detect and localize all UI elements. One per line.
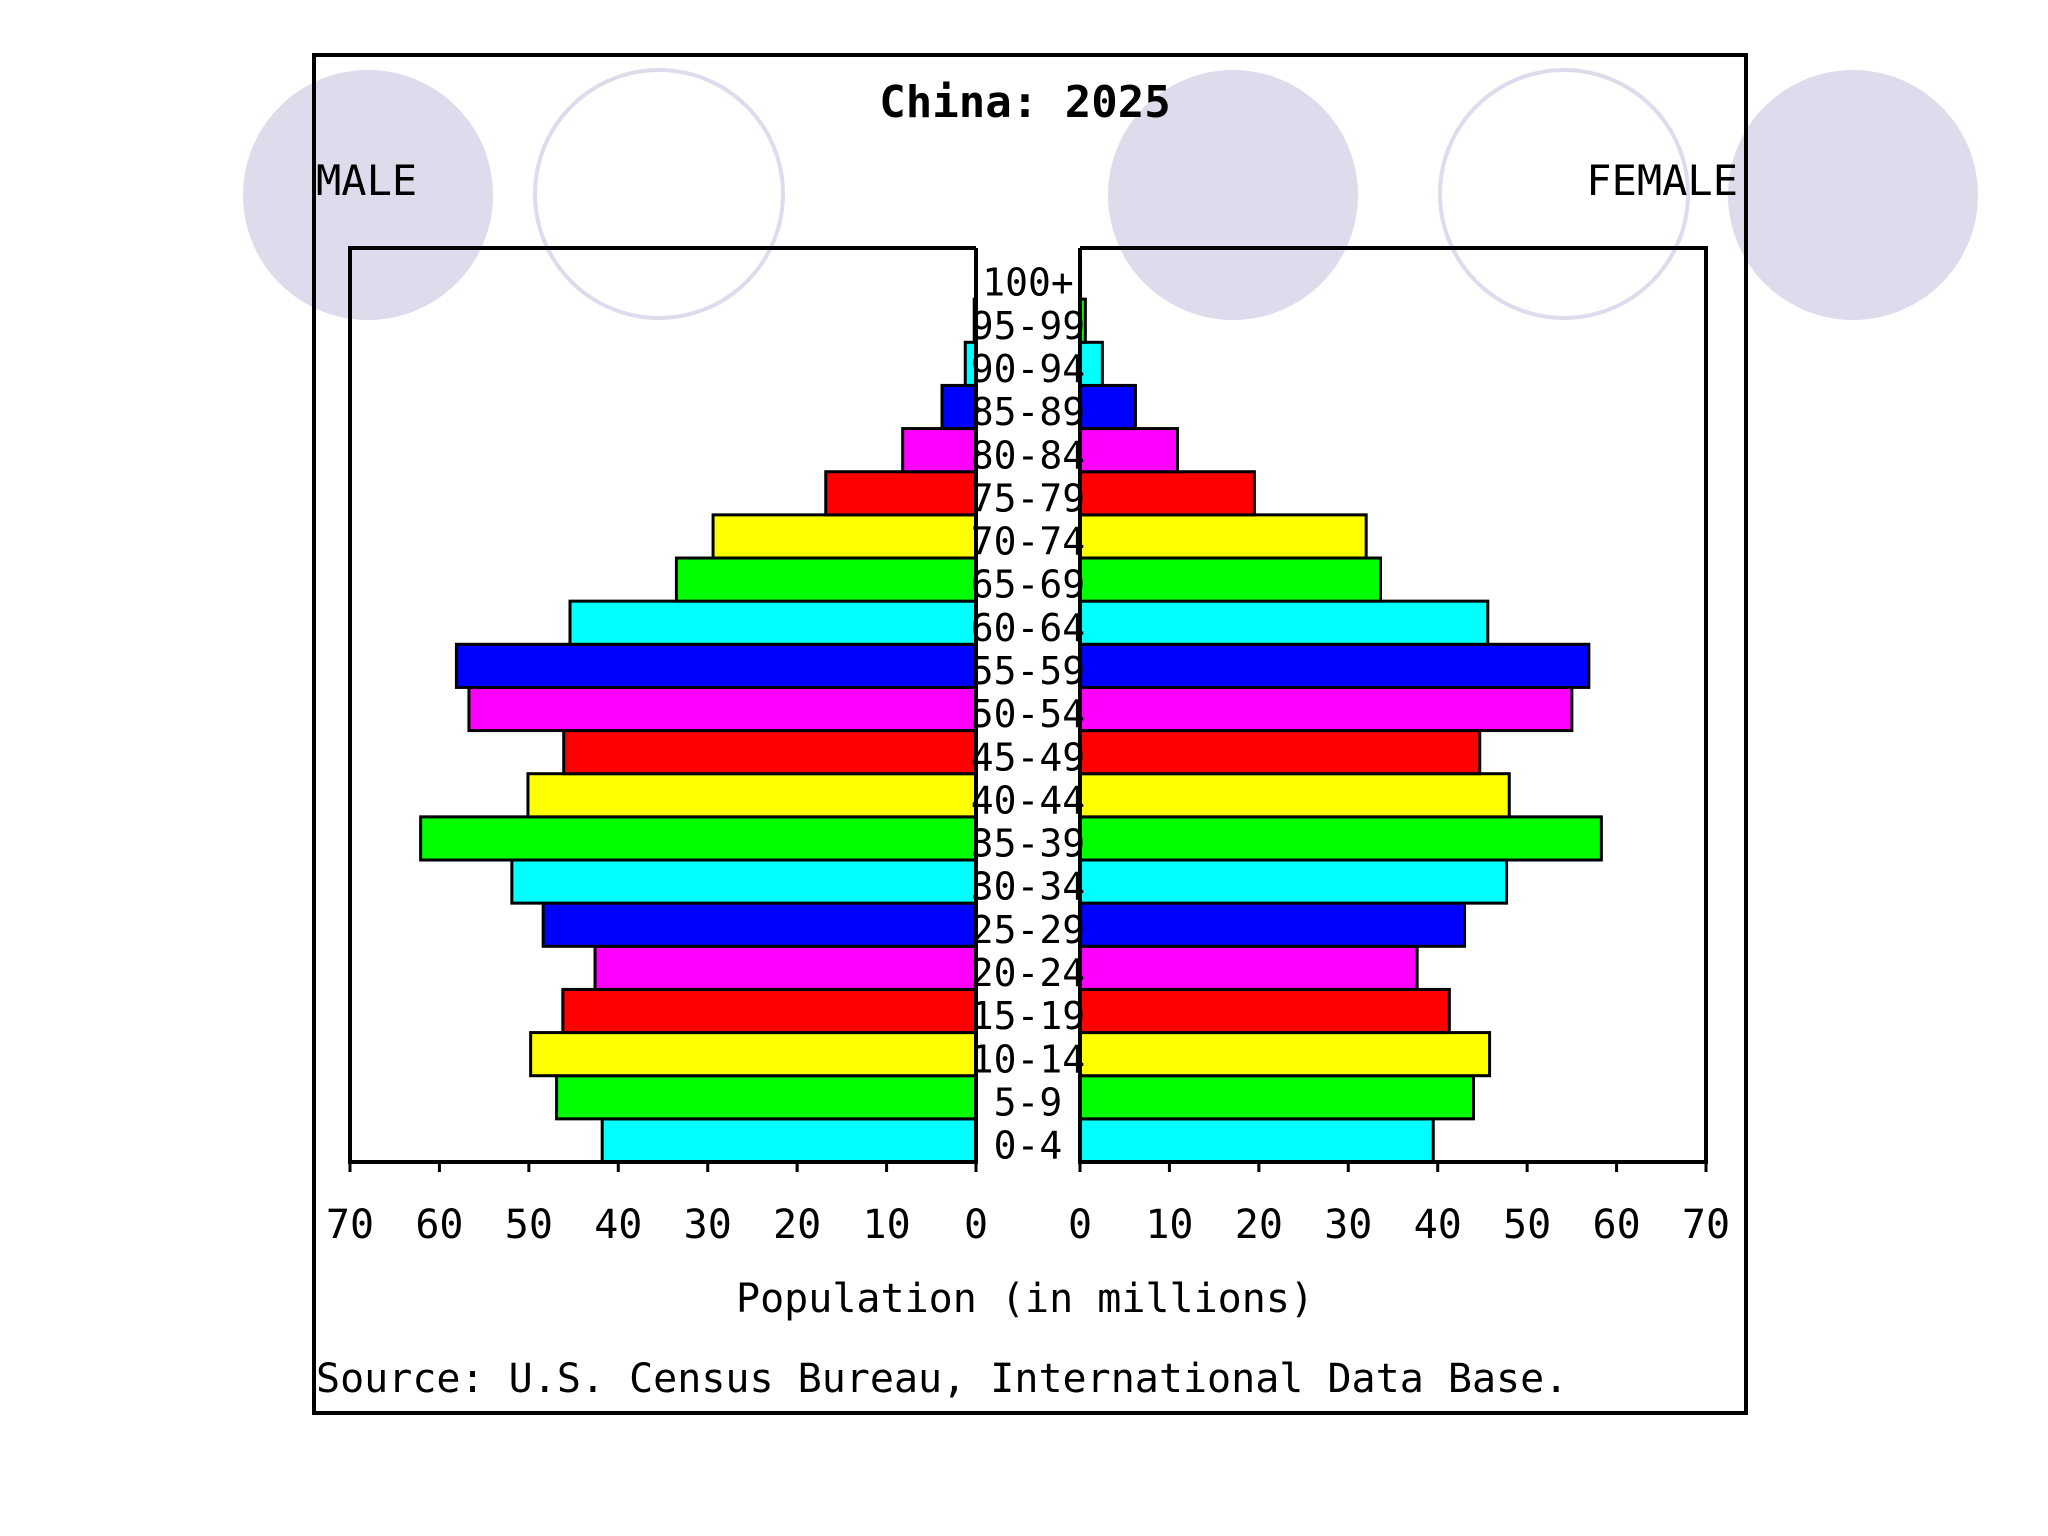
age-group-labels: 0-45-910-1415-1920-2425-2930-3435-3940-4… bbox=[971, 261, 1085, 1168]
male-tick-label-60: 60 bbox=[415, 1202, 463, 1248]
male-bar-50-54 bbox=[467, 685, 978, 733]
male-bar-75-79 bbox=[824, 470, 978, 517]
male-bar-30-34 bbox=[510, 858, 978, 905]
male-bar-5-9 bbox=[555, 1074, 978, 1121]
female-tick-label-30: 30 bbox=[1324, 1202, 1372, 1248]
male-bar-35-39 bbox=[419, 815, 978, 862]
age-label-50-54: 50-54 bbox=[971, 692, 1085, 736]
female-bar-35-39 bbox=[1078, 815, 1603, 862]
female-label: FEMALE bbox=[1586, 156, 1738, 205]
male-bars bbox=[419, 254, 978, 1164]
male-bar-15-19 bbox=[561, 987, 978, 1035]
male-bar-65-69 bbox=[674, 556, 978, 603]
female-bar-75-79 bbox=[1078, 470, 1256, 517]
female-tick-label-70: 70 bbox=[1682, 1202, 1730, 1248]
male-tick-label-10: 10 bbox=[862, 1202, 910, 1248]
age-label-100+: 100+ bbox=[982, 261, 1074, 305]
age-label-10-14: 10-14 bbox=[971, 1037, 1085, 1081]
male-bar-0-4 bbox=[600, 1117, 978, 1164]
female-bar-20-24 bbox=[1078, 944, 1419, 991]
male-bar-25-29 bbox=[541, 901, 978, 948]
age-label-60-64: 60-64 bbox=[971, 606, 1085, 650]
female-bar-30-34 bbox=[1078, 858, 1509, 905]
male-tick-label-40: 40 bbox=[594, 1202, 642, 1248]
female-tick-label-50: 50 bbox=[1503, 1202, 1551, 1248]
female-bar-55-59 bbox=[1078, 642, 1591, 689]
female-bar-40-44 bbox=[1078, 772, 1511, 819]
x-axis-ticks: 70 70 60 60 50 50 40 40 30 30 20 20 10 10 0 0 bbox=[326, 1162, 1730, 1248]
male-tick-label-0: 0 bbox=[964, 1202, 988, 1248]
age-label-30-34: 30-34 bbox=[971, 865, 1085, 909]
source-note: Source: U.S. Census Bureau, Internationa… bbox=[316, 1356, 1568, 1402]
age-label-40-44: 40-44 bbox=[971, 778, 1085, 822]
female-bar-15-19 bbox=[1078, 987, 1451, 1035]
age-label-55-59: 55-59 bbox=[971, 649, 1085, 693]
x-axis-label: Population (in millions) bbox=[736, 1276, 1314, 1322]
female-bar-50-54 bbox=[1078, 685, 1574, 733]
male-bar-45-49 bbox=[562, 729, 978, 776]
male-bar-20-24 bbox=[593, 944, 978, 991]
male-bar-70-74 bbox=[711, 513, 978, 560]
decorative-ring-2 bbox=[1438, 68, 1690, 320]
female-bar-70-74 bbox=[1078, 513, 1368, 560]
decorative-circle-3 bbox=[1728, 70, 1978, 320]
female-bar-25-29 bbox=[1078, 901, 1467, 948]
decorative-ring-1 bbox=[533, 68, 785, 320]
decorative-circle-1 bbox=[243, 70, 493, 320]
age-label-75-79: 75-79 bbox=[971, 476, 1085, 520]
age-label-15-19: 15-19 bbox=[971, 994, 1085, 1038]
male-tick-label-20: 20 bbox=[773, 1202, 821, 1248]
female-bar-60-64 bbox=[1078, 599, 1490, 646]
female-bar-65-69 bbox=[1078, 556, 1382, 603]
female-bar-10-14 bbox=[1078, 1031, 1492, 1078]
age-label-70-74: 70-74 bbox=[971, 520, 1085, 564]
male-bar-40-44 bbox=[526, 772, 978, 819]
female-tick-label-20: 20 bbox=[1235, 1202, 1283, 1248]
female-bar-0-4 bbox=[1078, 1117, 1435, 1164]
male-tick-label-70: 70 bbox=[326, 1202, 374, 1248]
age-label-35-39: 35-39 bbox=[971, 822, 1085, 866]
chart-frame bbox=[312, 53, 1748, 1415]
age-label-45-49: 45-49 bbox=[971, 735, 1085, 779]
male-tick-label-50: 50 bbox=[505, 1202, 553, 1248]
male-label: MALE bbox=[316, 156, 417, 205]
age-label-90-94: 90-94 bbox=[971, 347, 1085, 391]
female-bars bbox=[1078, 254, 1603, 1164]
female-bar-45-49 bbox=[1078, 729, 1482, 776]
age-label-25-29: 25-29 bbox=[971, 908, 1085, 952]
male-bar-55-59 bbox=[454, 642, 978, 689]
decorative-circle-2 bbox=[1108, 70, 1358, 320]
male-tick-label-30: 30 bbox=[684, 1202, 732, 1248]
male-bar-80-84 bbox=[901, 427, 978, 474]
female-bar-85-89 bbox=[1078, 383, 1137, 431]
female-bar-80-84 bbox=[1078, 427, 1179, 474]
chart-title: China: 2025 bbox=[879, 77, 1170, 128]
age-label-65-69: 65-69 bbox=[971, 563, 1085, 607]
male-bar-10-14 bbox=[529, 1031, 978, 1078]
female-bar-5-9 bbox=[1078, 1074, 1475, 1121]
age-label-5-9: 5-9 bbox=[994, 1080, 1063, 1124]
female-tick-label-40: 40 bbox=[1414, 1202, 1462, 1248]
age-label-80-84: 80-84 bbox=[971, 433, 1085, 477]
age-label-0-4: 0-4 bbox=[994, 1124, 1063, 1168]
male-bar-60-64 bbox=[568, 599, 978, 646]
female-tick-label-10: 10 bbox=[1145, 1202, 1193, 1248]
age-label-20-24: 20-24 bbox=[971, 951, 1085, 995]
female-tick-label-60: 60 bbox=[1592, 1202, 1640, 1248]
age-label-85-89: 85-89 bbox=[971, 390, 1085, 434]
age-label-95-99: 95-99 bbox=[971, 304, 1085, 348]
female-tick-label-0: 0 bbox=[1068, 1202, 1092, 1248]
